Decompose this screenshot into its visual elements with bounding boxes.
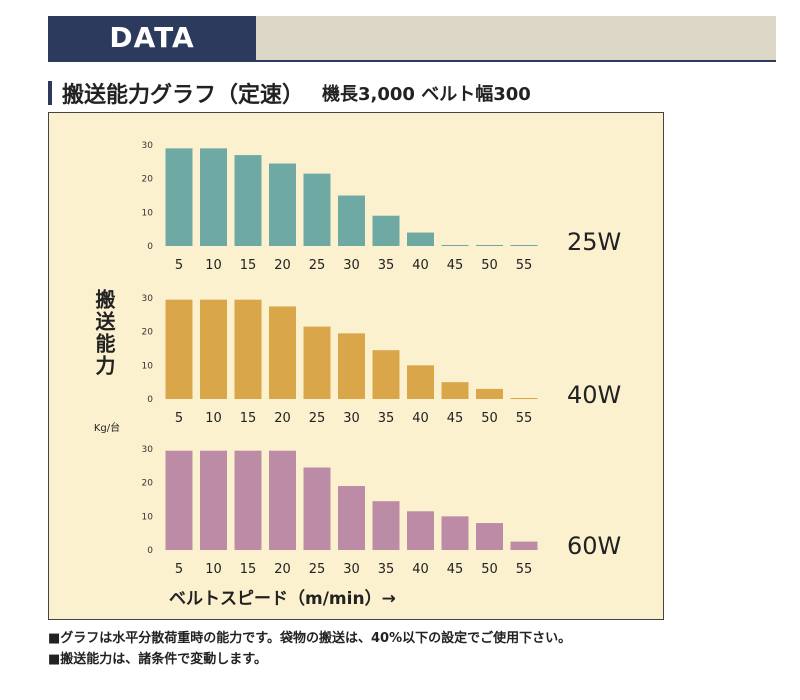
chart-title: 搬送能力グラフ（定速） [62,83,305,108]
bar-60W-45 [441,516,469,550]
bar-40W-5 [165,299,193,399]
y-tick-label: 10 [142,361,154,371]
y-tick-label: 30 [142,445,154,455]
chart-60W: 0 10 20 30 5 10 15 20 25 30 35 40 45 50 55 60W [142,445,622,577]
note-2: ■搬送能力は、諸条件で変動します。 [48,652,267,667]
x-tick-label: 20 [274,258,291,273]
x-tick-label: 45 [447,562,464,577]
x-tick-label: 20 [274,562,291,577]
x-tick-label: 50 [481,411,498,426]
bar-40W-40 [407,365,434,399]
note-1: ■グラフは水平分散荷重時の能力です。袋物の搬送は、40%以下の設定でご使用下さい… [48,631,572,646]
series-label: 60W [567,532,621,560]
x-tick-label: 30 [343,562,360,577]
bar-25W-45 [441,244,469,246]
chart-panel: 0 10 20 30 5 10 15 20 25 30 35 40 45 50 55 25W 0 10 20 30 5 1… [48,112,664,620]
y-tick-label: 20 [142,328,154,338]
bar-40W-20 [269,306,296,399]
y-tick-label: 10 [142,208,154,218]
x-tick-label: 20 [274,411,291,426]
y-tick-label: 0 [147,395,153,405]
x-tick-label: 25 [309,258,326,273]
x-axis-label: ベルトスピード（m/min）→ [169,589,396,609]
bar-25W-50 [476,244,503,246]
y-tick-label: 30 [142,294,154,304]
x-tick-label: 45 [447,411,464,426]
bar-40W-35 [372,350,400,399]
x-tick-label: 30 [343,411,360,426]
bar-60W-35 [372,501,400,550]
chart-spec: 機長3,000 ベルト幅300 [322,84,531,105]
y-tick-label: 20 [142,479,154,489]
notes: ■グラフは水平分散荷重時の能力です。袋物の搬送は、40%以下の設定でご使用下さい… [48,628,571,670]
y-tick-label: 10 [142,512,154,522]
series-label: 40W [567,381,621,409]
bar-60W-50 [476,523,503,550]
x-tick-label: 25 [309,562,326,577]
subtitle-row: 搬送能力グラフ（定速） 機長3,000 ベルト幅300 [48,78,531,108]
bar-25W-40 [407,232,434,246]
bar-60W-30 [338,486,365,550]
header-band: DATA [48,16,776,62]
x-tick-label: 25 [309,411,326,426]
x-tick-label: 55 [516,258,533,273]
bar-25W-5 [165,148,193,246]
x-tick-label: 40 [412,258,429,273]
y-axis-unit: Kg/台 [93,423,121,434]
x-tick-label: 15 [240,562,257,577]
y-axis-label: 搬送能力 [92,289,116,377]
x-tick-label: 10 [205,258,222,273]
x-tick-label: 40 [412,411,429,426]
x-tick-label: 30 [343,258,360,273]
bar-40W-10 [200,299,227,399]
bar-25W-55 [510,244,538,246]
bar-40W-30 [338,333,365,399]
x-tick-label: 10 [205,562,222,577]
x-tick-label: 35 [378,258,395,273]
y-tick-label: 20 [142,175,154,185]
bar-60W-5 [165,450,193,550]
series-label: 25W [567,228,621,256]
bar-40W-50 [476,388,503,399]
x-tick-label: 10 [205,411,222,426]
bar-25W-25 [303,173,331,246]
bar-25W-30 [338,195,365,246]
bar-60W-15 [234,450,262,550]
header-title: DATA [48,16,256,60]
x-tick-label: 15 [240,258,257,273]
x-tick-label: 50 [481,258,498,273]
chart-25W: 0 10 20 30 5 10 15 20 25 30 35 40 45 50 55 25W [142,141,622,273]
x-tick-label: 40 [412,562,429,577]
bar-40W-45 [441,382,469,399]
y-tick-label: 30 [142,141,154,151]
x-tick-label: 5 [175,258,183,273]
bar-40W-25 [303,326,331,399]
bar-25W-20 [269,163,296,246]
x-tick-label: 45 [447,258,464,273]
bar-60W-25 [303,467,331,550]
x-tick-label: 55 [516,562,533,577]
x-tick-label: 50 [481,562,498,577]
x-tick-label: 35 [378,562,395,577]
x-tick-label: 55 [516,411,533,426]
bar-25W-15 [234,155,262,246]
bar-40W-15 [234,299,262,399]
y-tick-label: 0 [147,546,153,556]
bar-25W-35 [372,215,400,246]
bar-60W-20 [269,450,296,550]
bar-25W-10 [200,148,227,246]
bar-40W-55 [510,397,538,399]
subtitle-accent-bar [48,81,52,105]
chart-40W: 0 10 20 30 5 10 15 20 25 30 35 40 45 50 55 40W [142,294,622,426]
x-tick-label: 35 [378,411,395,426]
bar-60W-40 [407,511,434,550]
x-tick-label: 5 [175,411,183,426]
x-tick-label: 5 [175,562,183,577]
bar-60W-55 [510,541,538,550]
bar-60W-10 [200,450,227,550]
x-tick-label: 15 [240,411,257,426]
y-tick-label: 0 [147,242,153,252]
